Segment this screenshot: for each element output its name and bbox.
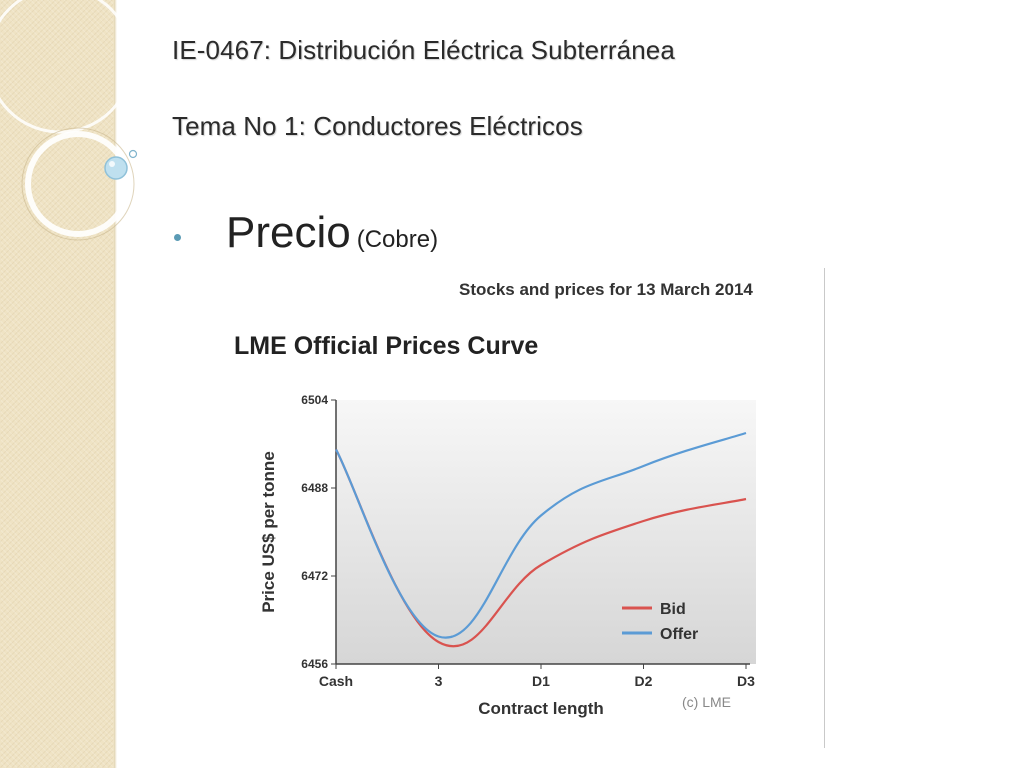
legend-label-offer: Offer (660, 626, 698, 643)
chart-title: LME Official Prices Curve (234, 332, 539, 360)
chart-svg: 6456 6472 6488 6504 Cash 3 D1 D2 D3 Bid Offer Pr… (259, 393, 756, 718)
copyright-label: (c) LME (682, 694, 731, 710)
chart-axes (335, 400, 750, 665)
x-tick-label: D3 (737, 673, 755, 689)
x-axis-title: Contract length (478, 699, 604, 718)
y-tick-label: 6456 (301, 657, 328, 671)
chart-header: Stocks and prices for 13 March 2014 (459, 280, 753, 299)
y-axis-title: Price US$ per tonne (259, 451, 278, 613)
chart-series (335, 431, 747, 648)
legend-label-bid: Bid (660, 601, 686, 618)
slide-title-topic: Tema No 1: Conductores Eléctricos (172, 111, 583, 141)
decorative-left-strip (0, 0, 114, 768)
y-tick-label: 6504 (301, 393, 328, 407)
bullet-main-text: Precio (226, 208, 351, 257)
plot-background (336, 400, 756, 664)
y-axis-ticks: 6456 6472 6488 6504 (301, 393, 336, 671)
y-tick-label: 6472 (301, 569, 328, 583)
x-tick-label: 3 (435, 673, 443, 689)
chart-legend: Bid Offer (622, 601, 698, 643)
decorative-rings (0, 0, 138, 241)
chart-panel: 6456 6472 6488 6504 Cash 3 D1 D2 D3 Bid Offer Pr… (226, 268, 825, 748)
x-tick-label: D2 (635, 673, 653, 689)
bullet-text: Precio (Cobre) (226, 208, 438, 258)
slide-title-course: IE-0467: Distribución Eléctrica Subterrá… (172, 35, 675, 65)
bullet-dot-icon (174, 234, 181, 241)
series-line-offer (335, 431, 747, 639)
x-axis-ticks: Cash 3 D1 D2 D3 (319, 664, 755, 689)
bullet-subtext: (Cobre) (356, 226, 439, 253)
x-tick-label: D1 (532, 673, 550, 689)
y-tick-label: 6488 (301, 481, 328, 495)
strip-edge (114, 0, 117, 768)
x-tick-label: Cash (319, 673, 353, 689)
